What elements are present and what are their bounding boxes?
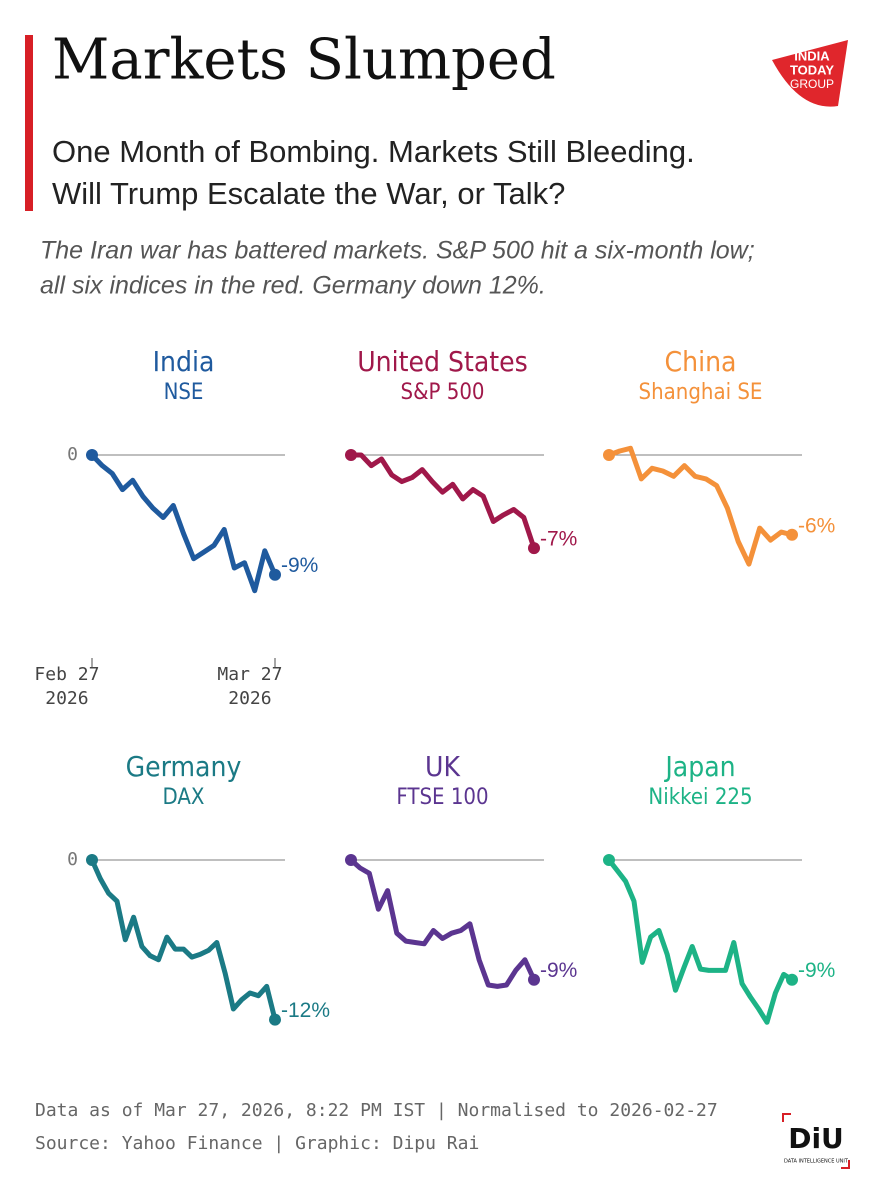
panel-subtitle: Nikkei 225: [648, 785, 752, 810]
x-tick-label: Feb 27 2026: [34, 664, 100, 709]
point: [269, 568, 281, 581]
panel-title: UK: [425, 750, 461, 783]
point: [786, 973, 798, 986]
subtitle: Will Trump Escalate the War, or Talk?: [52, 176, 565, 211]
panel-subtitle: Shanghai SE: [639, 380, 763, 405]
description: The Iran war has battered markets. S&P 5…: [40, 237, 755, 265]
point: [528, 973, 540, 986]
panel-subtitle: S&P 500: [401, 380, 485, 405]
accent-bar: [25, 35, 33, 211]
line: [348, 857, 537, 989]
subtitle: One Month of Bombing. Markets Still Blee…: [52, 134, 695, 169]
panel-title: United States: [357, 345, 528, 378]
logo-text: TODAY: [790, 62, 834, 77]
value-label: -9%: [540, 959, 577, 982]
line: [606, 445, 795, 567]
diu-mark: DiU: [788, 1122, 844, 1155]
point: [345, 449, 357, 461]
value-label: -12%: [281, 999, 330, 1022]
point: [603, 854, 615, 866]
logo: INDIA TODAY GROUP: [772, 40, 848, 107]
panel-title: China: [665, 345, 737, 378]
value-label: -6%: [798, 514, 835, 537]
logo-text: INDIA: [794, 48, 830, 63]
x-tick-label: Mar 27 2026: [217, 664, 283, 709]
y-tick-label: 0: [67, 444, 78, 465]
diu-caption: DATA INTELLIGENCE UNIT: [784, 1159, 849, 1165]
panel-title: Japan: [663, 750, 735, 783]
point: [786, 528, 798, 541]
point: [528, 542, 540, 555]
line: [89, 857, 278, 1023]
value-label: -9%: [281, 554, 318, 577]
diu-corner: [782, 1113, 850, 1169]
footer-source: Source: Yahoo Finance | Graphic: Dipu Ra…: [35, 1133, 479, 1154]
line: [606, 857, 795, 1025]
point: [345, 854, 357, 866]
panel-subtitle: FTSE 100: [396, 785, 488, 810]
panel-title: Germany: [126, 750, 242, 783]
panel-subtitle: NSE: [164, 380, 204, 405]
diu-logo: DiU DATA INTELLIGENCE UNIT: [782, 1113, 850, 1169]
description: all six indices in the red. Germany down…: [40, 272, 546, 300]
line: [348, 452, 537, 551]
point: [603, 449, 615, 461]
line: [89, 452, 278, 594]
logo-shape: [772, 40, 848, 107]
point: [86, 449, 98, 461]
value-label: -9%: [798, 959, 835, 982]
y-tick-label: 0: [67, 849, 78, 870]
point: [269, 1013, 281, 1026]
panel-title: India: [153, 345, 215, 378]
title: Markets Slumped: [52, 28, 556, 93]
value-label: -7%: [540, 528, 577, 551]
panel-subtitle: DAX: [163, 785, 205, 810]
logo-text: GROUP: [790, 77, 834, 91]
footer-note: Data as of Mar 27, 2026, 8:22 PM IST | N…: [35, 1100, 718, 1121]
point: [86, 854, 98, 866]
